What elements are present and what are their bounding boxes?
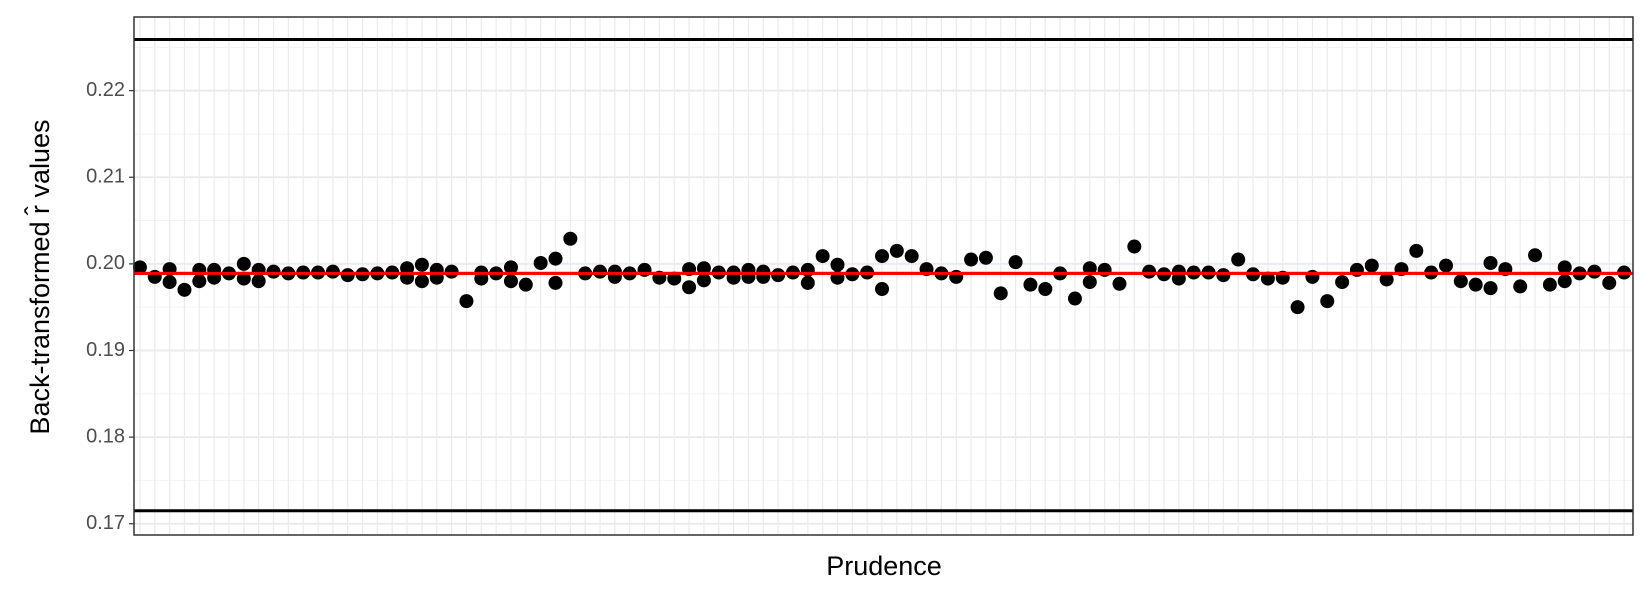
point [518,277,533,292]
y-tick-label: 0.19 [86,339,125,361]
point [1513,279,1528,294]
point [667,271,682,286]
point [875,281,890,296]
point [830,257,845,272]
point [1171,271,1186,286]
point [1364,258,1379,273]
point [904,249,919,264]
point [340,268,355,283]
point [1542,277,1557,292]
point [414,274,429,289]
point [1335,275,1350,290]
point [1082,261,1097,276]
point [192,274,207,289]
point [993,286,1008,301]
point [236,271,251,286]
point [503,274,518,289]
point [696,273,711,288]
point [1127,239,1142,254]
y-tick-label: 0.18 [86,425,125,447]
point [1468,277,1483,292]
point [1587,264,1602,279]
x-axis-title: Prudence [826,551,942,581]
point [1453,274,1468,289]
point [266,264,281,279]
point [1528,248,1543,263]
point [548,275,563,290]
point [889,243,904,258]
point [236,256,251,271]
point [1409,243,1424,258]
point [1038,281,1053,296]
point [1008,255,1023,270]
point [533,256,548,271]
point [414,257,429,272]
point [1438,258,1453,273]
point [548,251,563,266]
point [444,264,459,279]
point [682,280,697,295]
point [1082,275,1097,290]
point [1142,264,1157,279]
point [1290,300,1305,315]
point [1483,281,1498,296]
point [563,231,578,246]
point [503,260,518,275]
point [771,268,786,283]
point [1320,294,1335,309]
point [132,260,147,275]
point [162,275,177,290]
point [177,282,192,297]
point [964,252,979,267]
point [978,250,993,265]
point [1557,260,1572,275]
point [1112,276,1127,291]
point [474,271,489,286]
point [696,261,711,276]
point [1379,272,1394,287]
plot-border [133,16,1634,536]
point [800,275,815,290]
point [1023,277,1038,292]
y-tick-label: 0.17 [86,512,125,534]
point [251,274,266,289]
point [875,249,890,264]
y-tick-label: 0.21 [86,166,125,188]
point [815,249,830,264]
y-tick-label: 0.20 [86,252,125,274]
point [459,294,474,309]
y-axis-title: Back-transformed r̂ values [24,119,55,434]
y-tick-label: 0.22 [86,79,125,101]
point [325,264,340,279]
point [1602,275,1617,290]
point [1260,271,1275,286]
point [1216,268,1231,283]
point [1483,256,1498,271]
point [1557,274,1572,289]
point [1231,252,1246,267]
point [593,264,608,279]
point [1067,291,1082,306]
